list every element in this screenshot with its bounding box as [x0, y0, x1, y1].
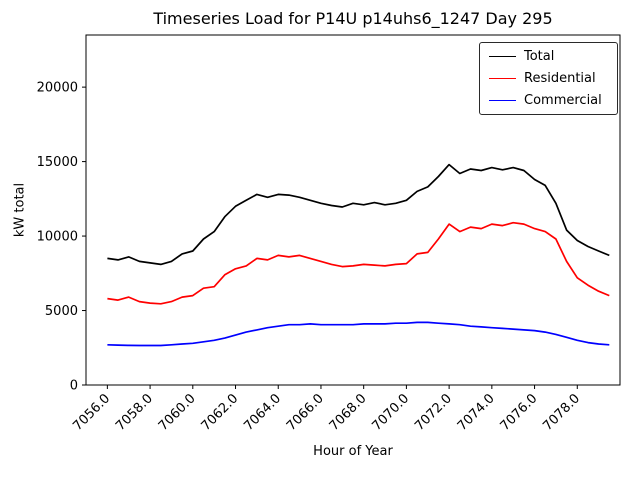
legend-label: Total: [524, 49, 555, 64]
chart-title: Timeseries Load for P14U p14uhs6_1247 Da…: [153, 9, 553, 28]
y-tick-label: 0: [70, 379, 78, 394]
legend-entry-residential: Residential: [489, 71, 608, 86]
x-tick-label: 7072.0: [412, 391, 455, 434]
x-tick-label: 7056.0: [70, 391, 113, 434]
x-tick-label: 7070.0: [369, 391, 412, 434]
legend-line-sample: [489, 100, 516, 101]
legend-label: Commercial: [524, 93, 602, 108]
legend-entry-commercial: Commercial: [489, 93, 608, 108]
y-tick-label: 10000: [37, 230, 78, 245]
series-line-commercial: [107, 321, 610, 347]
y-tick-label: 15000: [37, 155, 78, 170]
x-axis-label: Hour of Year: [313, 444, 393, 459]
legend: Total Residential Commercial: [479, 42, 618, 115]
legend-line-sample: [489, 78, 516, 79]
x-tick-label: 7060.0: [156, 391, 199, 434]
x-tick-label: 7064.0: [241, 391, 284, 434]
x-tick-label: 7062.0: [199, 391, 242, 434]
x-tick-label: 7058.0: [113, 391, 156, 434]
legend-label: Residential: [524, 71, 596, 86]
series-line-total: [107, 163, 610, 266]
series-line-residential: [107, 221, 610, 305]
y-tick-label: 5000: [45, 304, 78, 319]
x-tick-label: 7078.0: [540, 391, 583, 434]
plot-border: [85, 34, 621, 386]
x-tick-label: 7076.0: [498, 391, 541, 434]
x-tick-label: 7066.0: [284, 391, 327, 434]
legend-line-sample: [489, 56, 516, 57]
x-tick-label: 7074.0: [455, 391, 498, 434]
legend-entry-total: Total: [489, 49, 608, 64]
x-tick-label: 7068.0: [327, 391, 370, 434]
y-tick-label: 20000: [37, 81, 78, 96]
